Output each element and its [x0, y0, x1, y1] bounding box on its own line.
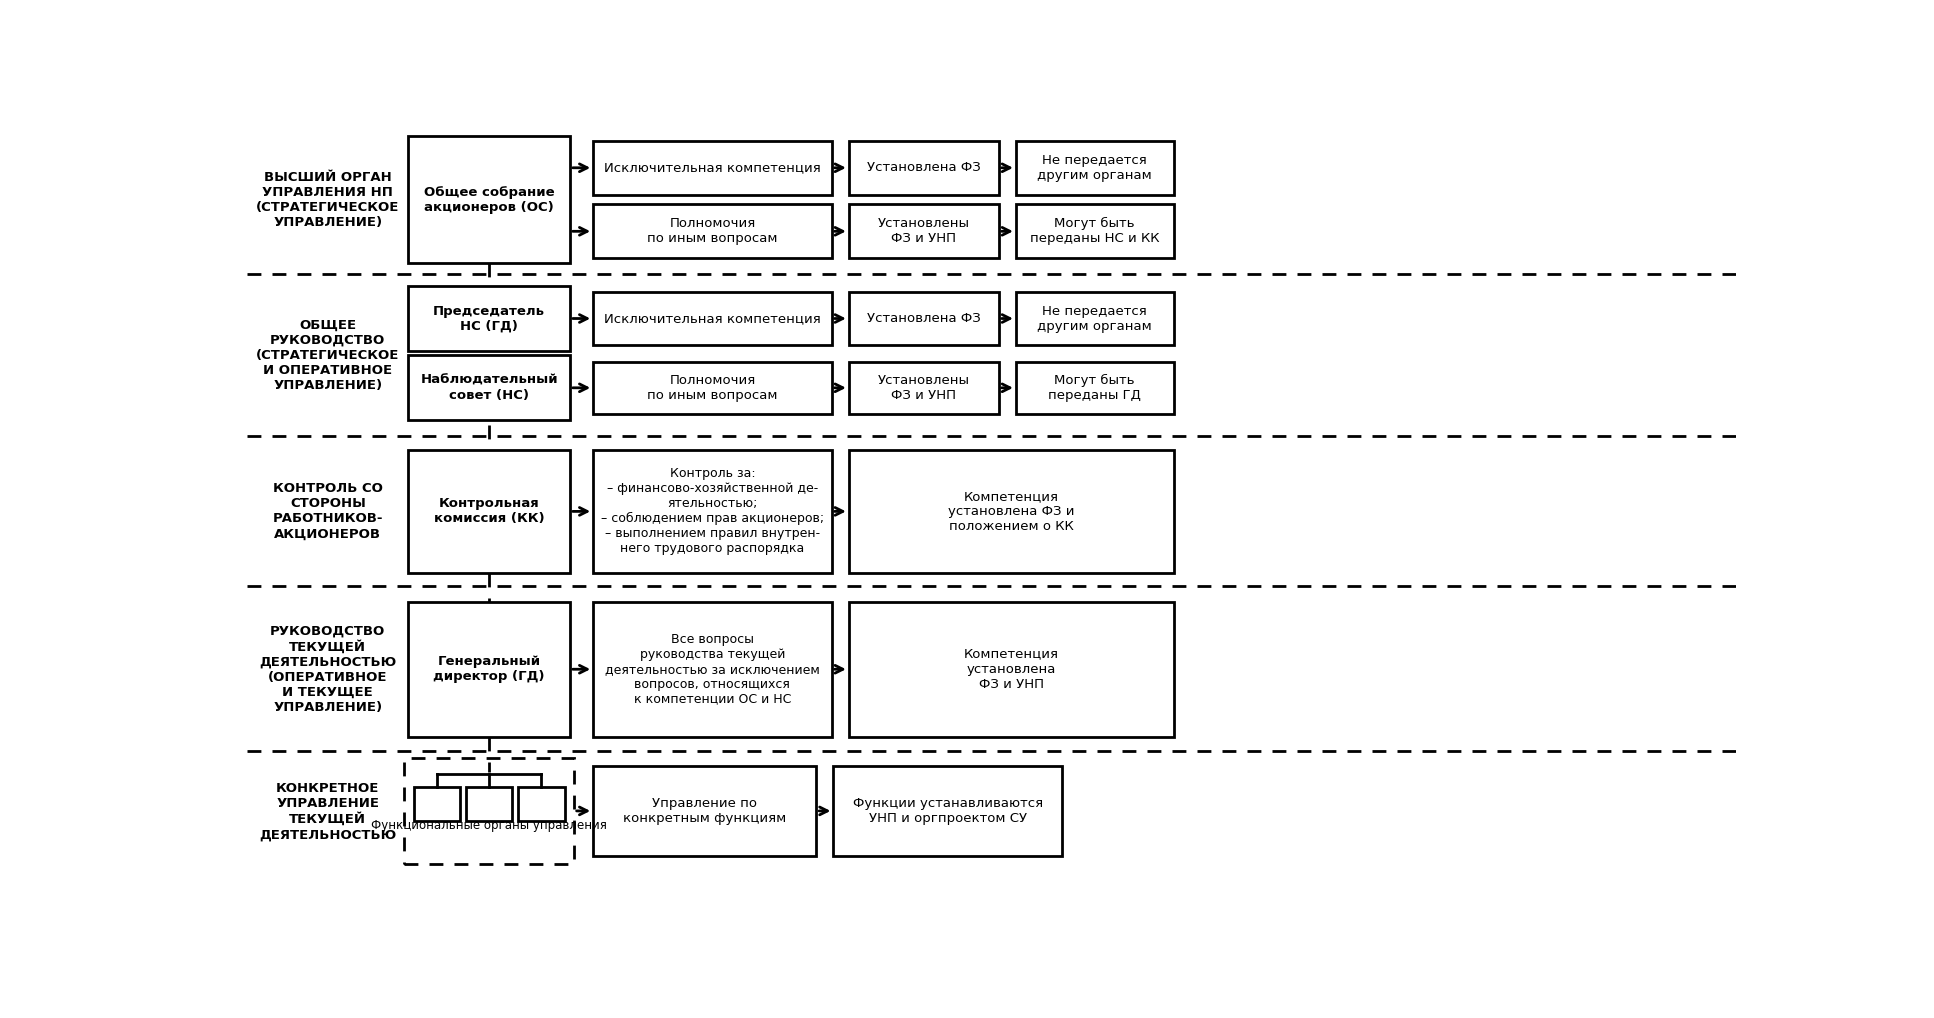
FancyBboxPatch shape	[408, 450, 571, 572]
Text: Полномочия
по иным вопросам: Полномочия по иным вопросам	[648, 374, 777, 402]
FancyBboxPatch shape	[849, 450, 1174, 572]
Text: Исключительная компетенция: Исключительная компетенция	[603, 161, 820, 174]
Text: Могут быть
переданы НС и КК: Могут быть переданы НС и КК	[1031, 217, 1160, 245]
Text: Полномочия
по иным вопросам: Полномочия по иным вопросам	[648, 217, 777, 245]
FancyBboxPatch shape	[849, 292, 998, 345]
Text: Управление по
конкретным функциям: Управление по конкретным функциям	[623, 797, 787, 825]
FancyBboxPatch shape	[1015, 205, 1174, 259]
FancyBboxPatch shape	[849, 602, 1174, 737]
FancyBboxPatch shape	[594, 205, 832, 259]
FancyBboxPatch shape	[408, 136, 571, 263]
Text: Контроль за:
– финансово-хозяйственной де-
ятельностью;
– соблюдением прав акцио: Контроль за: – финансово-хозяйственной д…	[601, 467, 824, 556]
Text: Функции устанавливаются
УНП и оргпроектом СУ: Функции устанавливаются УНП и оргпроекто…	[853, 797, 1042, 825]
Text: Не передается
другим органам: Не передается другим органам	[1037, 154, 1153, 182]
Text: Компетенция
установлена
ФЗ и УНП: Компетенция установлена ФЗ и УНП	[963, 647, 1058, 691]
FancyBboxPatch shape	[594, 140, 832, 194]
FancyBboxPatch shape	[414, 788, 460, 822]
Text: РУКОВОДСТВО
ТЕКУЩЕЙ
ДЕЯТЕЛЬНОСТЬЮ
(ОПЕРАТИВНОЕ
И ТЕКУЩЕЕ
УПРАВЛЕНИЕ): РУКОВОДСТВО ТЕКУЩЕЙ ДЕЯТЕЛЬНОСТЬЮ (ОПЕРА…	[259, 625, 396, 714]
Text: Компетенция
установлена ФЗ и
положением о КК: Компетенция установлена ФЗ и положением …	[948, 490, 1075, 532]
FancyBboxPatch shape	[1015, 361, 1174, 414]
Text: КОНТРОЛЬ СО
СТОРОНЫ
РАБОТНИКОВ-
АКЦИОНЕРОВ: КОНТРОЛЬ СО СТОРОНЫ РАБОТНИКОВ- АКЦИОНЕР…	[273, 483, 383, 541]
Text: Председатель
НС (ГД): Председатель НС (ГД)	[433, 304, 545, 333]
Text: ВЫСШИЙ ОРГАН
УПРАВЛЕНИЯ НП
(СТРАТЕГИЧЕСКОЕ
УПРАВЛЕНИЕ): ВЫСШИЙ ОРГАН УПРАВЛЕНИЯ НП (СТРАТЕГИЧЕСК…	[255, 171, 400, 229]
Text: Контрольная
комиссия (КК): Контрольная комиссия (КК)	[433, 498, 545, 525]
FancyBboxPatch shape	[1015, 140, 1174, 194]
Text: Могут быть
переданы ГД: Могут быть переданы ГД	[1048, 374, 1141, 402]
FancyBboxPatch shape	[518, 788, 565, 822]
FancyBboxPatch shape	[849, 205, 998, 259]
FancyBboxPatch shape	[594, 450, 832, 572]
Text: ОБЩЕЕ
РУКОВОДСТВО
(СТРАТЕГИЧЕСКОЕ
И ОПЕРАТИВНОЕ
УПРАВЛЕНИЕ): ОБЩЕЕ РУКОВОДСТВО (СТРАТЕГИЧЕСКОЕ И ОПЕР…	[255, 319, 400, 392]
FancyBboxPatch shape	[1015, 292, 1174, 345]
Text: Установлена ФЗ: Установлена ФЗ	[866, 312, 981, 325]
Text: Установлены
ФЗ и УНП: Установлены ФЗ и УНП	[878, 217, 969, 245]
FancyBboxPatch shape	[408, 602, 571, 737]
FancyBboxPatch shape	[466, 788, 513, 822]
Text: Функциональные органы управления: Функциональные органы управления	[371, 819, 607, 833]
Text: Общее собрание
акционеров (ОС): Общее собрание акционеров (ОС)	[424, 185, 555, 214]
FancyBboxPatch shape	[408, 286, 571, 351]
FancyBboxPatch shape	[594, 292, 832, 345]
Bar	[404, 758, 574, 863]
Text: Установлены
ФЗ и УНП: Установлены ФЗ и УНП	[878, 374, 969, 402]
Text: Исключительная компетенция: Исключительная компетенция	[603, 312, 820, 325]
FancyBboxPatch shape	[849, 140, 998, 194]
Text: Не передается
другим органам: Не передается другим органам	[1037, 304, 1153, 333]
Text: КОНКРЕТНОЕ
УПРАВЛЕНИЕ
ТЕКУЩЕЙ
ДЕЯТЕЛЬНОСТЬЮ: КОНКРЕТНОЕ УПРАВЛЕНИЕ ТЕКУЩЕЙ ДЕЯТЕЛЬНОС…	[259, 782, 396, 841]
FancyBboxPatch shape	[594, 766, 816, 856]
FancyBboxPatch shape	[594, 602, 832, 737]
FancyBboxPatch shape	[834, 766, 1062, 856]
Text: Наблюдательный
совет (НС): Наблюдательный совет (НС)	[420, 374, 557, 402]
FancyBboxPatch shape	[594, 361, 832, 414]
Text: Генеральный
директор (ГД): Генеральный директор (ГД)	[433, 656, 545, 683]
Text: Все вопросы
руководства текущей
деятельностью за исключением
вопросов, относящих: Все вопросы руководства текущей деятельн…	[605, 633, 820, 705]
FancyBboxPatch shape	[849, 361, 998, 414]
Text: Установлена ФЗ: Установлена ФЗ	[866, 161, 981, 174]
FancyBboxPatch shape	[408, 355, 571, 420]
